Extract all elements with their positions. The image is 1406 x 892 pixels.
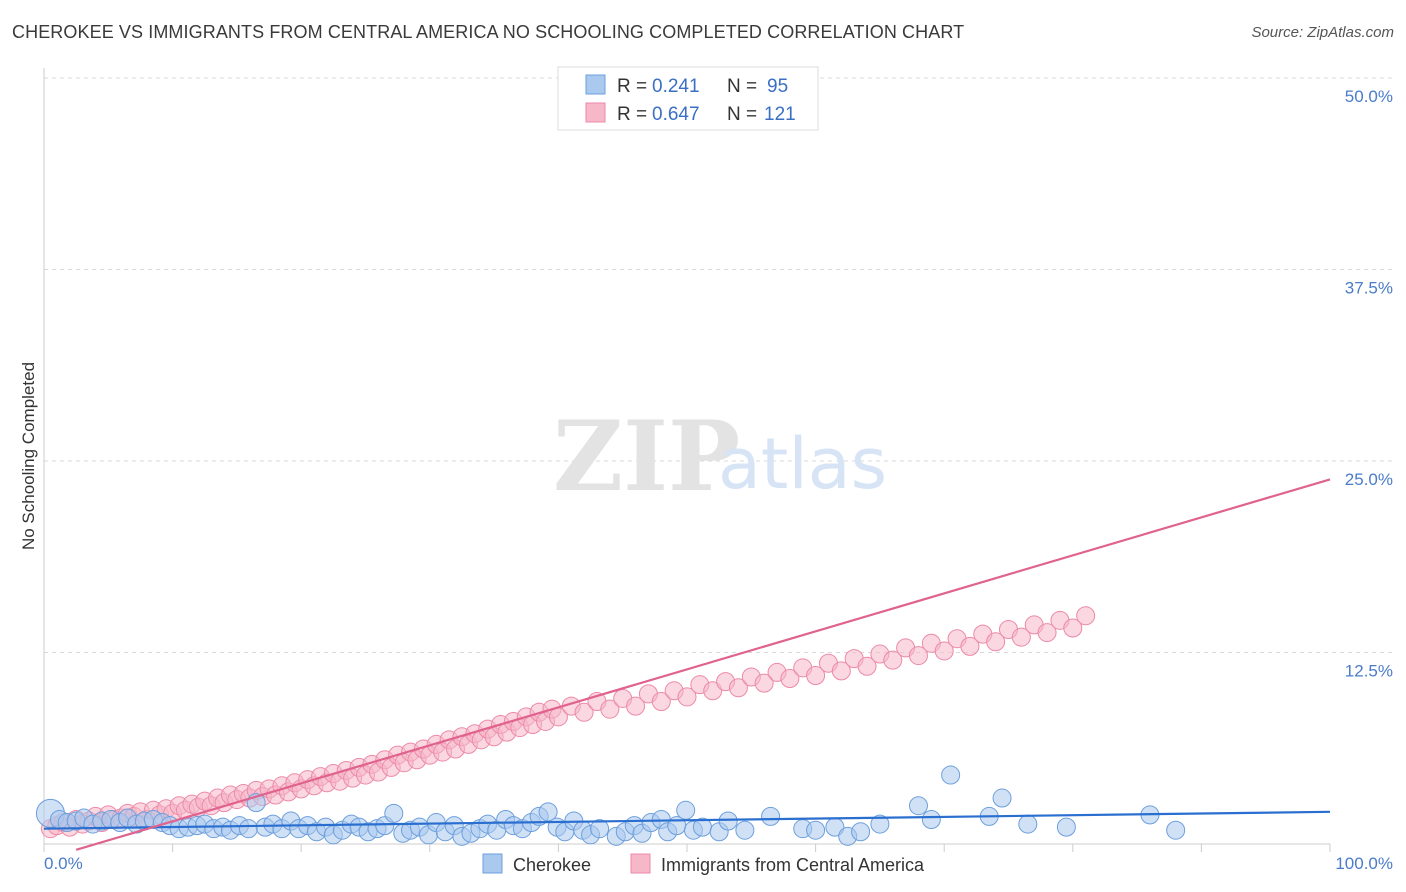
cherokee-point-73 xyxy=(676,800,696,820)
immigrants-trend-line xyxy=(75,478,1331,851)
legend-r-value-1: 0.241 xyxy=(652,76,700,97)
cherokee-point-84 xyxy=(851,822,871,842)
x-tick-label-0: 0.0% xyxy=(44,854,83,873)
cherokee-point-92 xyxy=(1056,817,1076,837)
cherokee-point-86 xyxy=(908,796,928,816)
cherokee-point-90 xyxy=(992,788,1012,808)
watermark: ZIP atlas xyxy=(553,400,887,513)
y-tick-label-2: 37.5% xyxy=(1345,279,1393,298)
immigrants-point-97 xyxy=(780,669,800,689)
immigrants-point-111 xyxy=(960,636,980,656)
immigrants-point-105 xyxy=(883,650,903,670)
immigrants-point-83 xyxy=(600,699,620,719)
bottom-legend-label-immigrants: Immigrants from Central America xyxy=(661,855,925,875)
immigrants-point-109 xyxy=(934,641,954,661)
bottom-legend-label-cherokee: Cherokee xyxy=(513,855,591,875)
cherokee-trend-line xyxy=(43,810,1331,830)
trend-lines xyxy=(43,478,1331,851)
immigrants-point-89 xyxy=(677,687,697,707)
series-legend: Cherokee Immigrants from Central America xyxy=(482,853,925,875)
cherokee-point-23 xyxy=(238,819,258,839)
immigrants-point-87 xyxy=(651,692,671,712)
tick-labels: 12.5% 25.0% 37.5% 50.0% 0.0% 100.0% xyxy=(44,87,1393,873)
immigrants-point-85 xyxy=(626,696,646,716)
immigrants-point-117 xyxy=(1037,623,1057,643)
cherokee-point-88 xyxy=(941,765,961,785)
bottom-legend-swatch-immigrants xyxy=(630,853,651,874)
correlation-legend: R = 0.241 N = 95 R = 0.647 N = 121 xyxy=(557,66,819,131)
legend-n-value-1: 95 xyxy=(767,76,788,97)
legend-swatch-blue xyxy=(585,74,606,95)
immigrants-point-107 xyxy=(908,646,928,666)
source-label: Source: ZipAtlas.com xyxy=(1251,24,1394,41)
y-tick-label-3: 50.0% xyxy=(1345,87,1393,106)
legend-n-label-1: N = xyxy=(727,76,757,97)
immigrants-point-99 xyxy=(806,665,826,685)
cherokee-point-64 xyxy=(590,819,610,839)
cherokee-point-79 xyxy=(761,806,781,826)
y-tick-label-0: 12.5% xyxy=(1345,662,1393,681)
legend-n-value-2: 121 xyxy=(764,104,796,125)
cherokee-point-77 xyxy=(718,811,738,831)
cherokee-point-40 xyxy=(384,803,404,823)
cherokee-point-78 xyxy=(735,820,755,840)
immigrants-point-95 xyxy=(754,673,774,693)
immigrants-point-93 xyxy=(728,678,748,698)
chart-title: CHEROKEE VS IMMIGRANTS FROM CENTRAL AMER… xyxy=(12,22,965,42)
watermark-atlas: atlas xyxy=(718,423,887,505)
cherokee-point-94 xyxy=(1166,820,1186,840)
immigrants-point-119 xyxy=(1063,618,1083,638)
legend-r-label-1: R = xyxy=(617,76,647,97)
bottom-legend-swatch-cherokee xyxy=(482,853,503,874)
immigrants-point-120 xyxy=(1076,606,1096,626)
legend-swatch-pink xyxy=(585,102,606,123)
legend-n-label-2: N = xyxy=(727,104,757,125)
cherokee-point-81 xyxy=(806,820,826,840)
axes xyxy=(43,68,1331,852)
y-tick-label-1: 25.0% xyxy=(1345,470,1393,489)
immigrants-point-91 xyxy=(703,681,723,701)
immigrants-point-115 xyxy=(1011,627,1031,647)
immigrants-point-81 xyxy=(574,702,594,722)
legend-r-label-2: R = xyxy=(617,104,647,125)
grid-lines xyxy=(44,77,1392,653)
immigrants-point-103 xyxy=(857,656,877,676)
y-axis-label: No Schooling Completed xyxy=(19,362,38,550)
cherokee-point-58 xyxy=(538,802,558,822)
cherokee-point-91 xyxy=(1018,814,1038,834)
immigrants-point-113 xyxy=(986,632,1006,652)
legend-r-value-2: 0.647 xyxy=(652,104,700,125)
x-tick-label-1: 100.0% xyxy=(1335,854,1393,873)
immigrants-point-101 xyxy=(831,661,851,681)
cherokee-point-85 xyxy=(870,814,890,834)
cherokee-point-87 xyxy=(921,809,941,829)
series-immigrants-points xyxy=(40,606,1096,839)
watermark-zip: ZIP xyxy=(553,400,740,513)
